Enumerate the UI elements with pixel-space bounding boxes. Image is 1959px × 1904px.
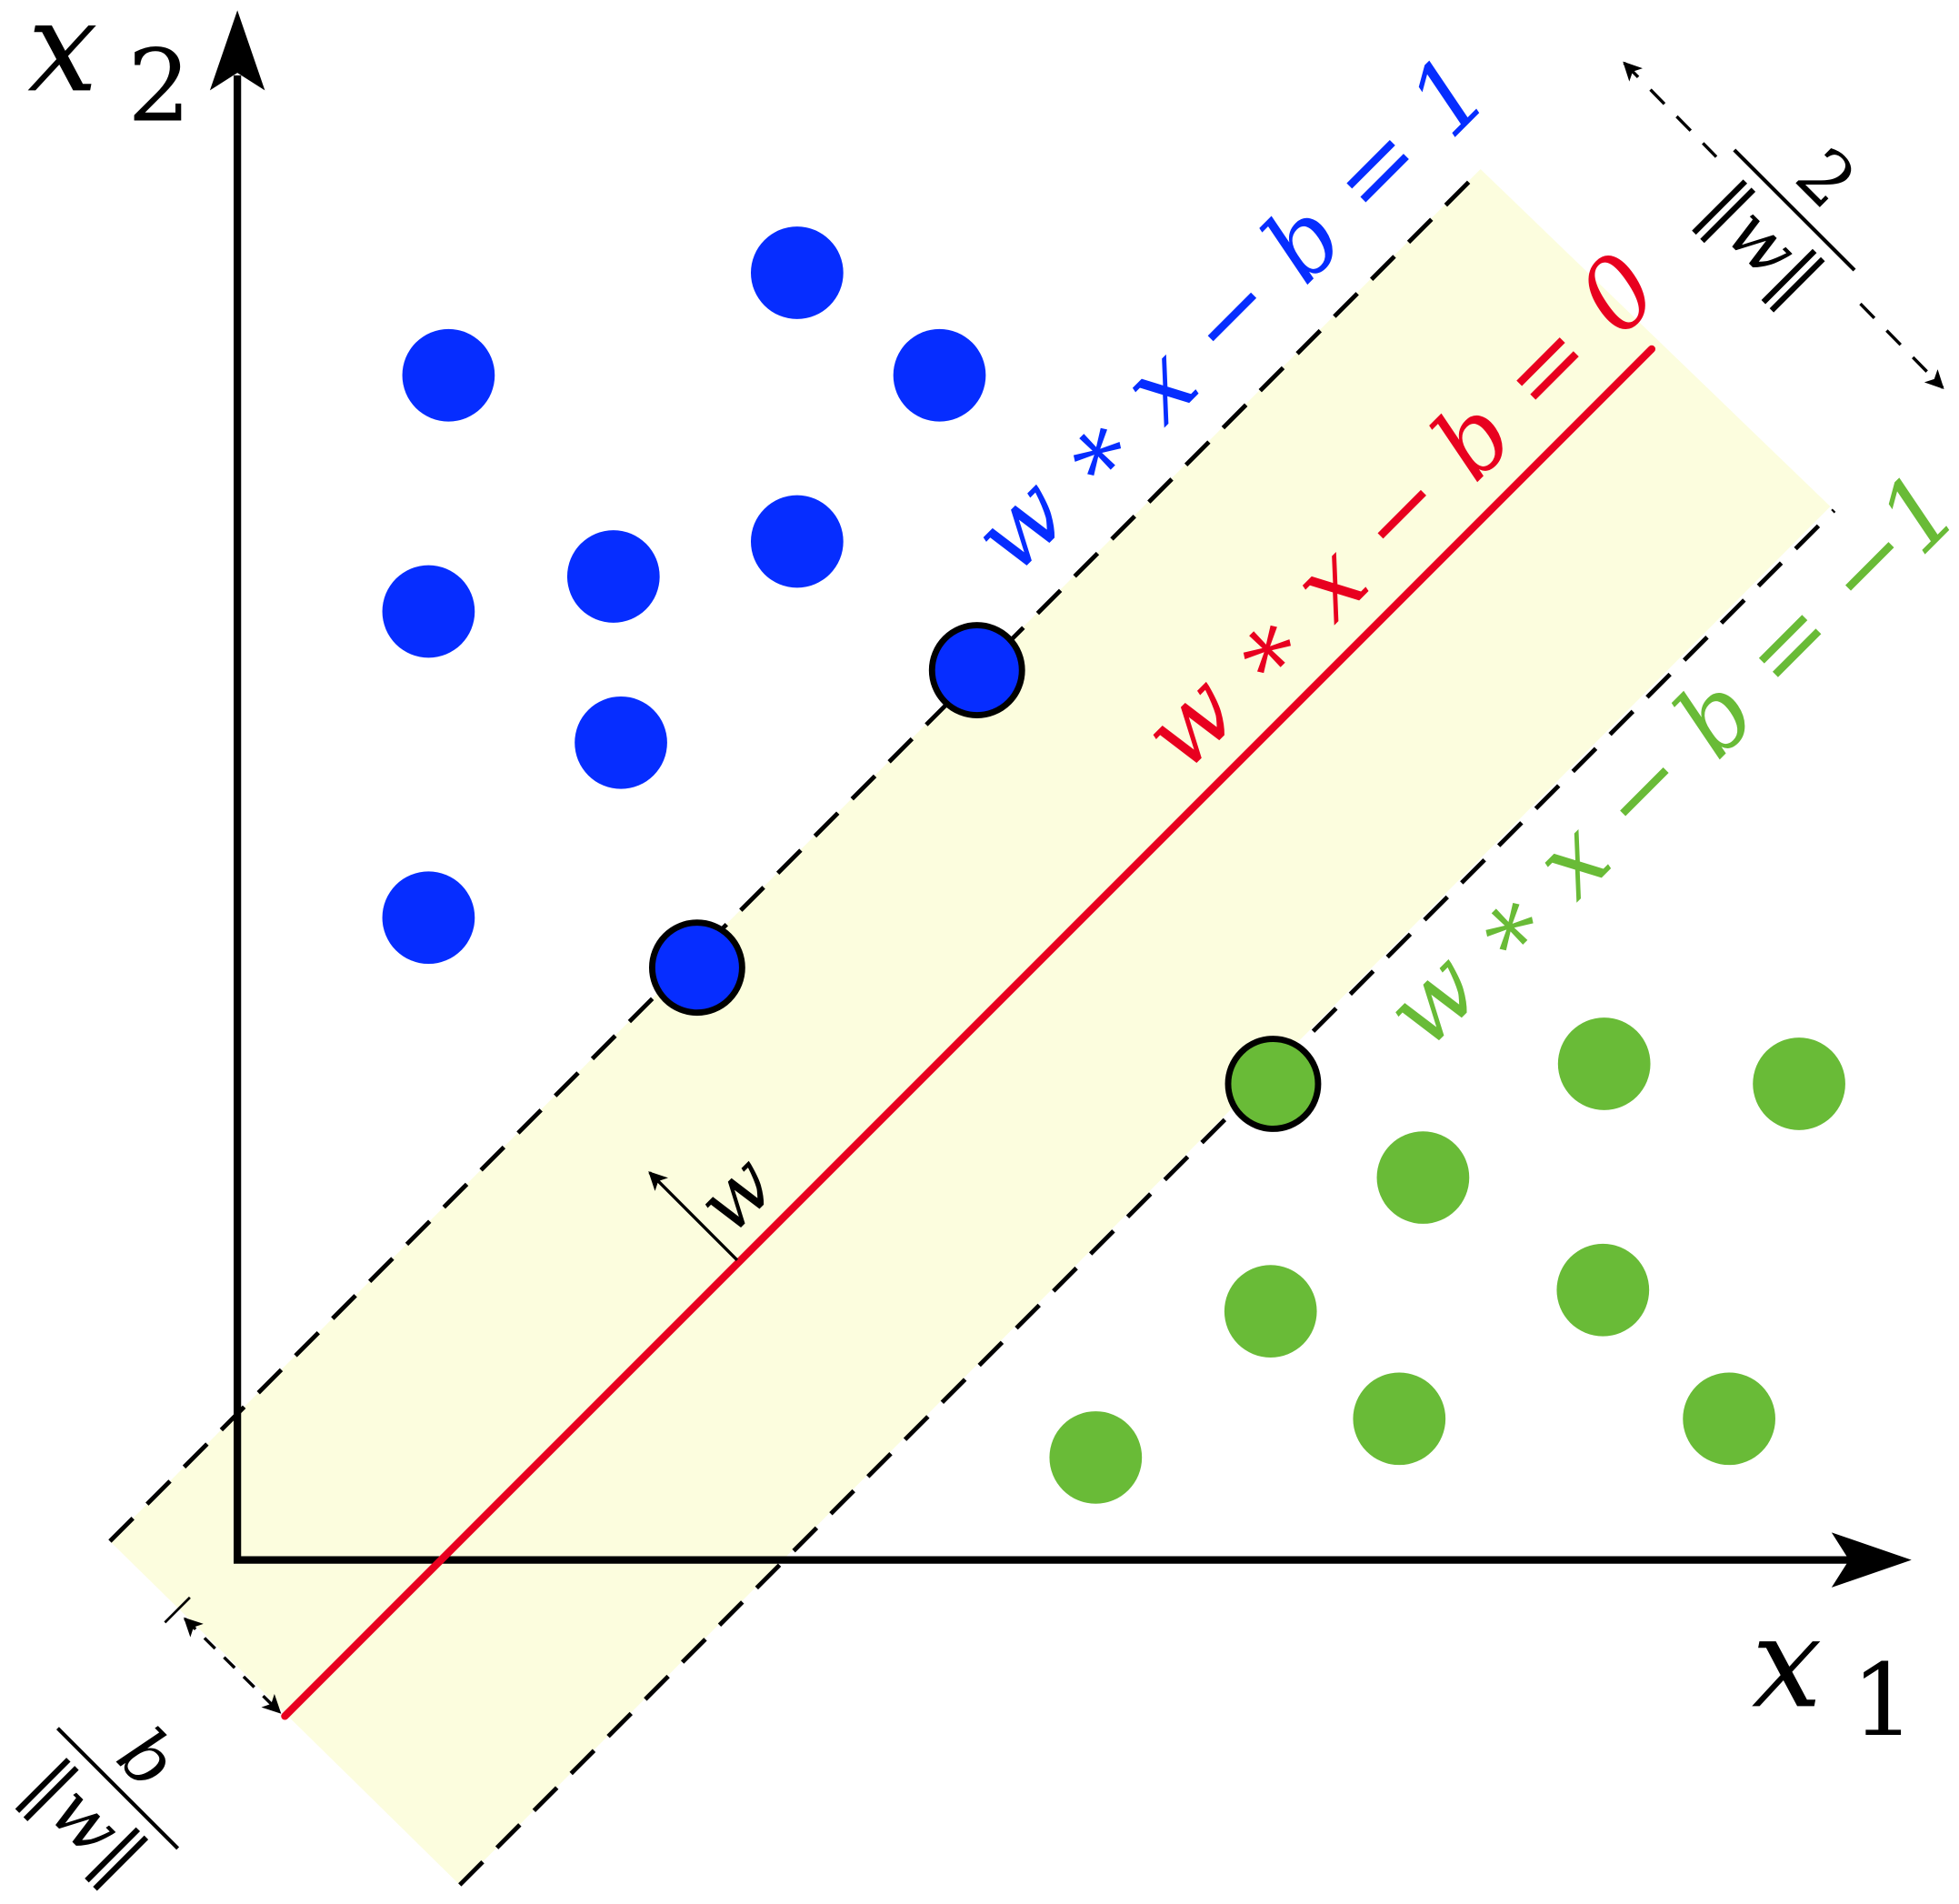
- negative-class-point: [1753, 1037, 1845, 1130]
- negative-class-point: [1049, 1411, 1143, 1504]
- data-points: [382, 226, 1845, 1504]
- negative-class-point: [1353, 1372, 1446, 1466]
- positive-class-point: [575, 696, 667, 789]
- negative-class-point: [1683, 1372, 1775, 1466]
- svg-text:1: 1: [1852, 1642, 1915, 1759]
- x1-axis-label: x 1: [1752, 1590, 1915, 1759]
- negative-class-point: [1557, 1017, 1651, 1110]
- negative-class-point: [1224, 1265, 1317, 1358]
- negative-support-vector: [1224, 1036, 1322, 1132]
- x2-axis-label: x 2: [27, 0, 191, 144]
- svg-text:2: 2: [127, 27, 191, 144]
- svg-text:x: x: [27, 0, 98, 120]
- x2-axis-arrowhead: [209, 10, 265, 91]
- positive-class-point: [750, 226, 844, 319]
- offset-fraction: b ‖w‖: [8, 1712, 194, 1898]
- separating-hyperplane: [281, 345, 1656, 1720]
- positive-support-vector: [928, 622, 1025, 718]
- positive-class-point: [750, 495, 844, 588]
- positive-support-vector: [648, 919, 745, 1017]
- offset-arrow: [183, 1617, 282, 1714]
- positive-class-point: [566, 530, 660, 623]
- positive-class-point: [893, 328, 986, 422]
- positive-class-point: [402, 328, 495, 422]
- svg-text:x: x: [1752, 1590, 1823, 1736]
- positive-class-point: [382, 871, 475, 965]
- positive-margin-line: [108, 175, 1476, 1543]
- negative-margin-line: [458, 508, 1836, 1887]
- negative-class-point: [1556, 1243, 1650, 1337]
- x1-axis-arrowhead: [1831, 1532, 1912, 1588]
- positive-class-point: [382, 565, 475, 658]
- normal-vector-arrow: [648, 1171, 739, 1261]
- negative-class-point: [1376, 1131, 1470, 1224]
